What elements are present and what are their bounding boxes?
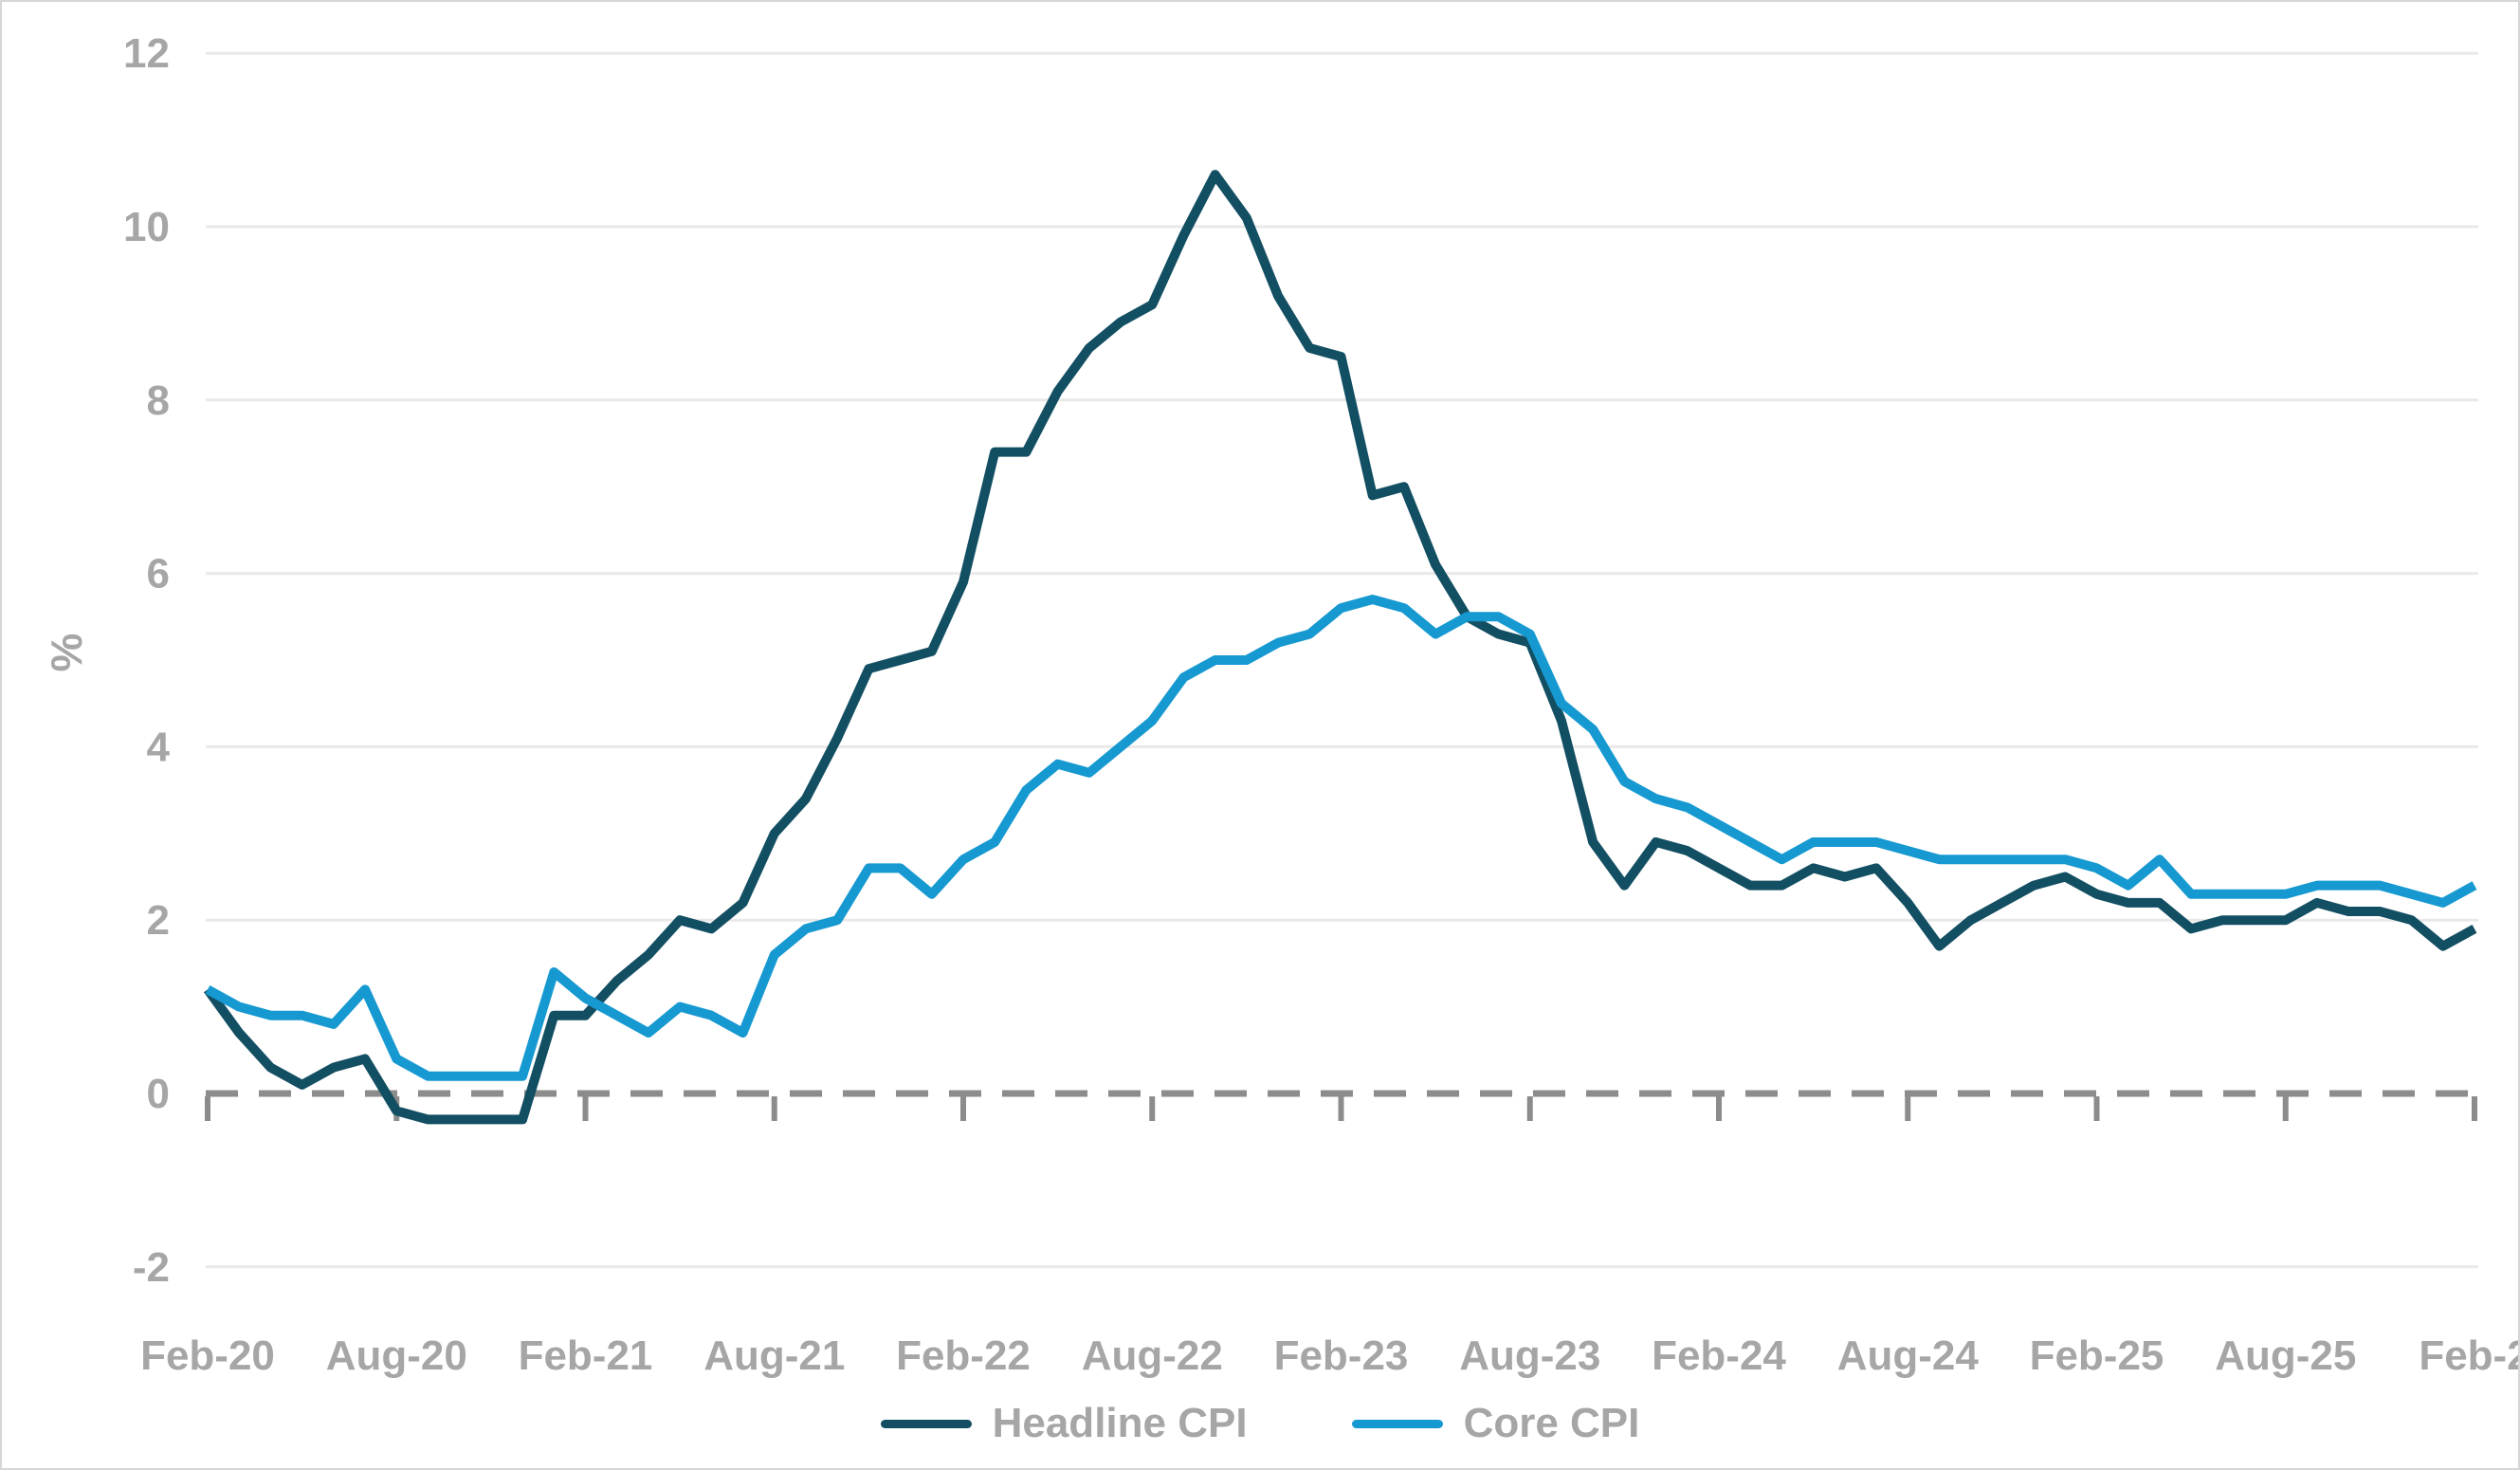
- x-tick-label-Feb-2: Feb-2: [2419, 1332, 2518, 1379]
- x-tick-label-Feb-22: Feb-22: [896, 1332, 1031, 1379]
- y-axis-tick-labels: 12 10 8 6 4 2 0 -2: [123, 30, 170, 1291]
- y-tick-label--2: -2: [133, 1244, 170, 1291]
- x-tick-label-Feb-23: Feb-23: [1274, 1332, 1409, 1379]
- y-tick-label-4: 4: [147, 724, 171, 770]
- x-tick-label-Aug-25: Aug-25: [2215, 1332, 2356, 1379]
- y-tick-label-2: 2: [147, 897, 170, 944]
- x-tick-label-Aug-20: Aug-20: [326, 1332, 467, 1379]
- x-tick-label-Aug-21: Aug-21: [703, 1332, 845, 1379]
- core-cpi-line: [205, 595, 2477, 1081]
- x-axis-tick-labels: Feb-20 Aug-20 Feb-21 Aug-21 Feb-22 Aug-22 Feb-…: [140, 1332, 2518, 1379]
- headline-cpi-line: [203, 170, 2477, 1125]
- gridlines: [206, 51, 2478, 1269]
- legend-label: Core CPI: [1463, 1400, 1640, 1446]
- y-tick-label-8: 8: [147, 377, 170, 424]
- y-tick-label-0: 0: [147, 1071, 170, 1117]
- x-tick-label-Aug-22: Aug-22: [1082, 1332, 1223, 1379]
- x-axis-tick-marks: [205, 1096, 2477, 1121]
- chart-legend: Headline CPI Core CPI: [2, 1400, 2518, 1447]
- y-axis-title: %: [42, 634, 91, 672]
- legend-label: Headline CPI: [992, 1400, 1248, 1446]
- y-tick-label-6: 6: [147, 551, 170, 597]
- legend-item-core-cpi: Core CPI: [1351, 1400, 1640, 1447]
- x-tick-label-Feb-24: Feb-24: [1652, 1332, 1786, 1379]
- x-tick-label-Feb-21: Feb-21: [519, 1332, 653, 1379]
- legend-item-headline-cpi: Headline CPI: [880, 1400, 1248, 1447]
- x-tick-label-Feb-20: Feb-20: [140, 1332, 275, 1379]
- core-cpi-swatch: [1351, 1419, 1443, 1428]
- x-tick-label-Aug-23: Aug-23: [1459, 1332, 1600, 1379]
- y-tick-label-10: 10: [123, 204, 170, 250]
- x-tick-label-Aug-24: Aug-24: [1837, 1332, 1980, 1379]
- y-tick-label-12: 12: [123, 30, 170, 77]
- x-tick-label-Feb-25: Feb-25: [2030, 1332, 2164, 1379]
- headline-cpi-swatch: [880, 1419, 972, 1428]
